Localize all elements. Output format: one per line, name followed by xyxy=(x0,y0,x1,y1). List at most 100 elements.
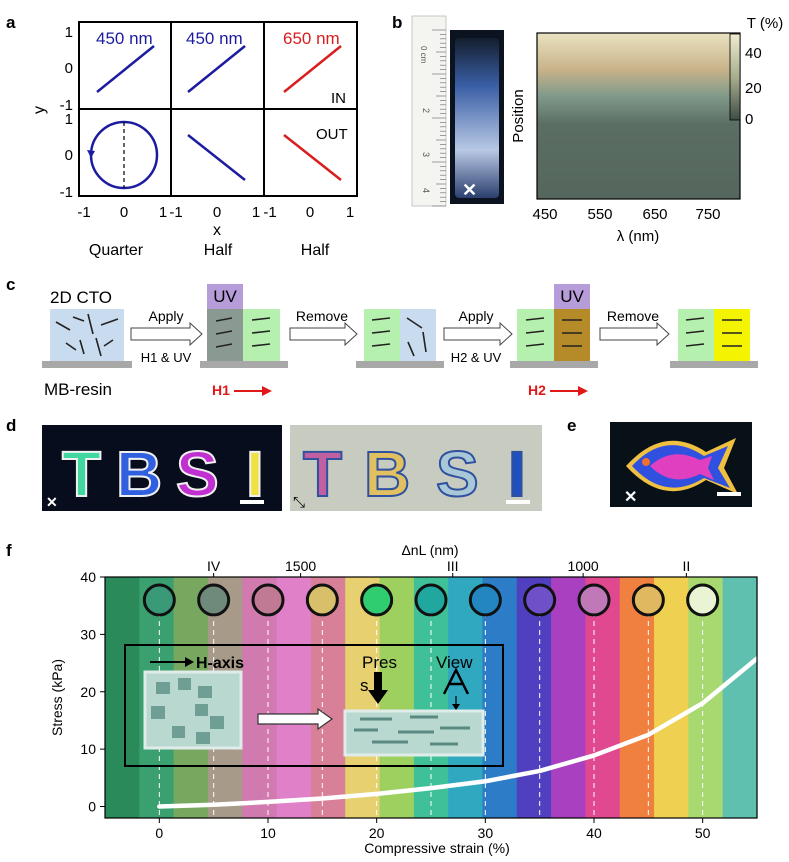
step-arrow-2: Remove xyxy=(289,308,358,347)
svg-text:⤡: ⤡ xyxy=(293,494,305,511)
transmission-map xyxy=(536,32,741,200)
svg-text:1: 1 xyxy=(159,204,167,221)
background-band xyxy=(551,577,587,818)
svg-text:0: 0 xyxy=(120,204,128,221)
inset-arrow-icon xyxy=(257,707,334,731)
color-sample-circle xyxy=(305,583,339,617)
svg-text:Apply: Apply xyxy=(148,308,183,324)
press-label-2: s xyxy=(360,676,369,695)
colorbar xyxy=(729,33,741,121)
background-band xyxy=(722,577,758,818)
stage-4: UV H2 xyxy=(510,284,598,398)
color-sample-circle xyxy=(523,583,557,617)
material-label: 2D CTO xyxy=(50,288,112,307)
svg-text:✕: ✕ xyxy=(624,489,637,506)
stage-1 xyxy=(42,309,132,368)
svg-text:-1: -1 xyxy=(77,204,90,221)
panel-label-a: a xyxy=(6,13,16,32)
svg-text:1: 1 xyxy=(65,111,73,128)
film-strip xyxy=(455,38,499,198)
panel-label-e: e xyxy=(567,416,576,435)
svg-text:B: B xyxy=(116,438,162,510)
background-band xyxy=(654,577,689,818)
svg-text:Apply: Apply xyxy=(458,308,493,324)
panel-a-y-ticks: 1 0 -1 1 0 -1 xyxy=(60,24,73,201)
svg-text:0: 0 xyxy=(306,204,314,221)
svg-text:0: 0 xyxy=(65,147,73,164)
top-tick-label: II xyxy=(682,558,690,574)
color-sample-circle xyxy=(251,583,285,617)
top-tick-label: IV xyxy=(207,558,221,574)
y-tick-label: 0 xyxy=(88,799,96,815)
svg-text:H1: H1 xyxy=(212,382,230,398)
tbsi-parallel: T B S I ⤡ xyxy=(290,425,542,511)
y-tick-label: 40 xyxy=(80,569,96,585)
svg-text:I: I xyxy=(246,438,264,510)
wavelength-col-2: 450 nm xyxy=(186,29,243,48)
plate-col-3: Half xyxy=(301,242,330,259)
x-tick-label: 10 xyxy=(260,825,276,841)
svg-text:0: 0 xyxy=(745,111,753,128)
svg-text:S: S xyxy=(176,438,219,510)
tbsi-crossed: T B S I ✕ xyxy=(42,425,282,511)
svg-text:UV: UV xyxy=(560,287,584,306)
svg-text:2: 2 xyxy=(421,108,431,113)
y-axis-label: Stress (kPa) xyxy=(49,659,65,736)
background-band xyxy=(276,577,312,818)
color-sample-circle xyxy=(142,583,176,617)
svg-text:3: 3 xyxy=(421,152,431,157)
svg-text:-1: -1 xyxy=(60,97,73,114)
panel-label-c: c xyxy=(6,275,15,294)
svg-text:-1: -1 xyxy=(169,204,182,221)
panel-a-grid xyxy=(78,21,358,197)
h-axis-label: H-axis xyxy=(196,655,244,672)
svg-text:H2: H2 xyxy=(528,382,546,398)
color-sample-circle xyxy=(631,583,665,617)
svg-text:4: 4 xyxy=(421,188,431,193)
stage-3 xyxy=(356,309,444,368)
y-tick-label: 20 xyxy=(80,684,96,700)
svg-text:1: 1 xyxy=(65,24,73,41)
svg-text:-1: -1 xyxy=(60,184,73,201)
stress-strain-chart: H-axis Pres s View 0 10 20 30 40 50 0 10 20 30 40 IV 150… xyxy=(49,558,760,856)
background-band xyxy=(585,577,621,818)
plate-col-2: Half xyxy=(204,242,233,259)
svg-text:UV: UV xyxy=(213,287,237,306)
svg-text:Remove: Remove xyxy=(607,308,659,324)
svg-text:✕: ✕ xyxy=(46,494,58,510)
step-arrow-4: Remove xyxy=(599,308,670,347)
background-band xyxy=(105,577,140,818)
pol-line-in-2 xyxy=(187,45,246,93)
panel-a-x-label: x xyxy=(213,222,221,239)
press-arrow-icon xyxy=(368,672,388,704)
map-x-ticks: 450 550 650 750 xyxy=(532,206,720,223)
background-band xyxy=(310,577,346,818)
svg-text:650: 650 xyxy=(642,206,667,223)
map-x-label: λ (nm) xyxy=(617,228,660,245)
svg-text:20: 20 xyxy=(745,80,762,97)
h-axis-arrow-icon xyxy=(185,657,194,667)
svg-text:750: 750 xyxy=(695,206,720,223)
x-axis-label: Compressive strain (%) xyxy=(364,840,509,856)
svg-text:0: 0 xyxy=(65,60,73,77)
substrate-label: MB-resin xyxy=(44,380,112,399)
svg-text:T: T xyxy=(303,438,342,510)
background-band xyxy=(242,577,278,818)
row-label-out: OUT xyxy=(316,126,348,143)
stage-5 xyxy=(670,309,758,368)
background-band xyxy=(448,577,484,818)
plot-frame xyxy=(104,576,758,819)
panel-label-b: b xyxy=(392,13,402,32)
wavelength-col-1: 450 nm xyxy=(96,29,153,48)
series-line-stress-strain xyxy=(157,656,760,809)
y-tick-label: 10 xyxy=(80,741,96,757)
step-arrow-1: Apply H1 & UV xyxy=(130,308,203,365)
map-y-label: Position xyxy=(510,89,527,142)
svg-text:Remove: Remove xyxy=(296,308,348,324)
rotation-arrow-icon xyxy=(87,150,95,158)
background-band xyxy=(516,577,552,818)
svg-text:1: 1 xyxy=(252,204,260,221)
colorbar-title: T (%) xyxy=(747,15,783,32)
color-sample-circle xyxy=(686,583,720,617)
inset: H-axis Pres s View xyxy=(124,644,504,767)
